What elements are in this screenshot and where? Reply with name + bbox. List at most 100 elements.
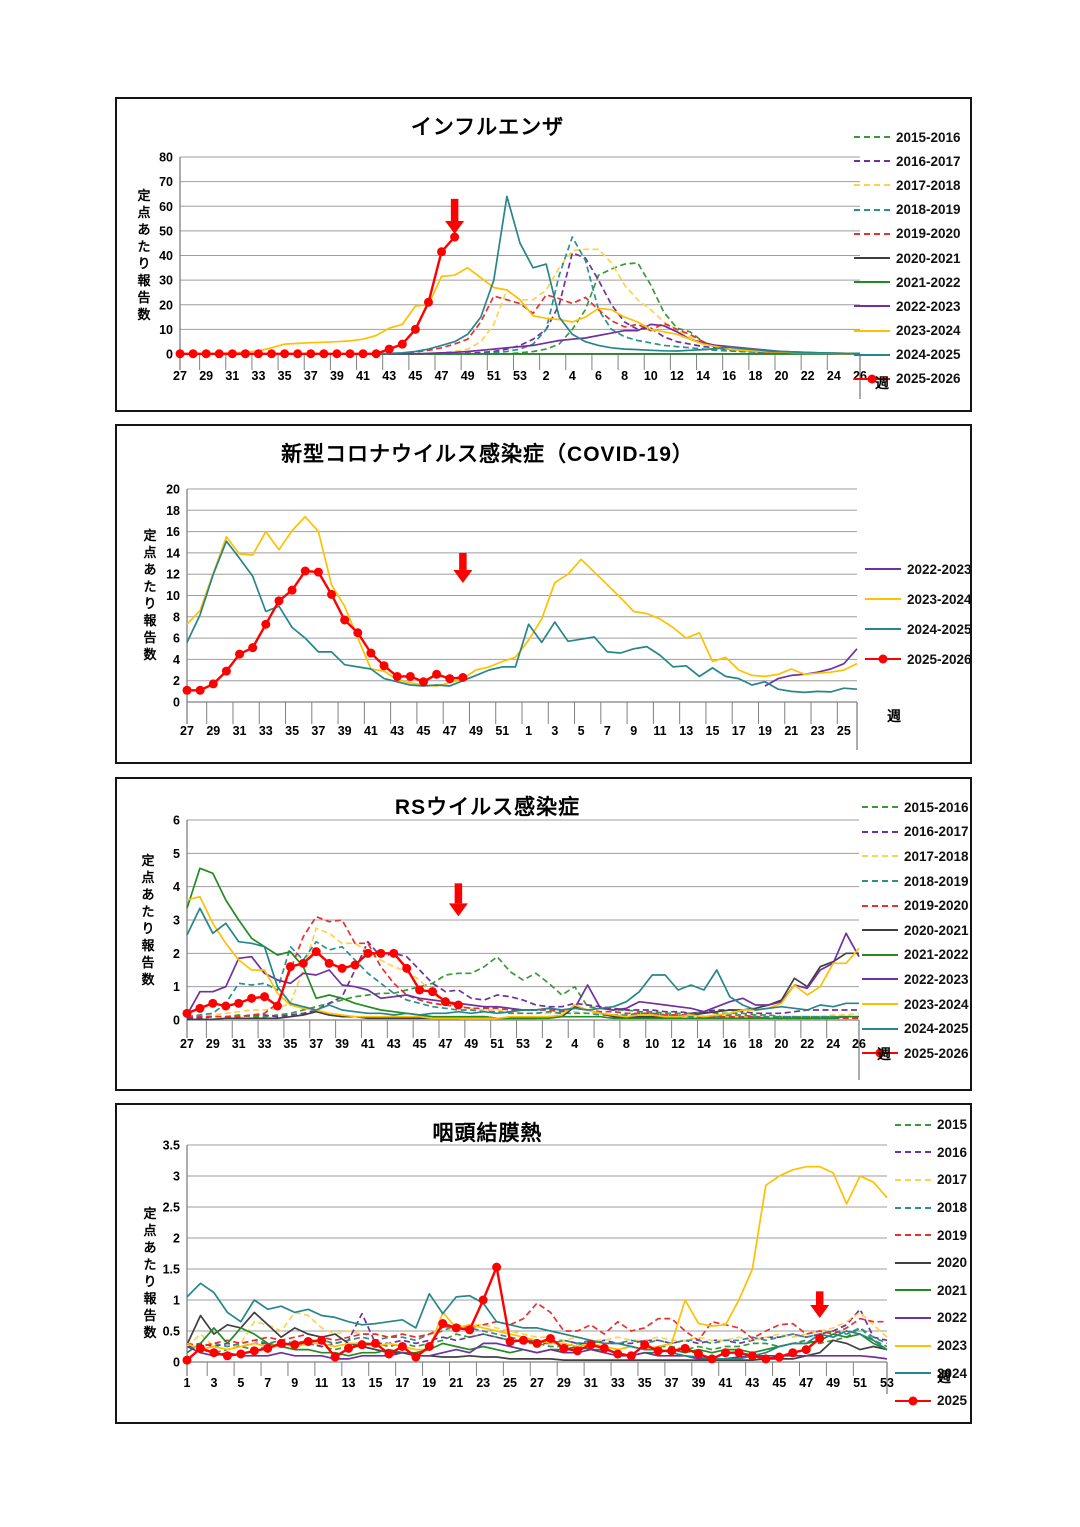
data-point	[450, 232, 460, 242]
legend-label: 2022-2023	[907, 561, 972, 577]
y-tick-label: 1	[173, 980, 180, 994]
legend-line-sample	[854, 257, 890, 260]
legend-item-2021: 2021	[895, 1277, 967, 1305]
x-tick-label: 41	[361, 1037, 375, 1051]
data-point	[261, 619, 271, 629]
data-point	[221, 666, 231, 676]
data-point	[424, 1342, 434, 1351]
x-tick-label: 20	[775, 1037, 789, 1051]
legend-item-2020: 2020	[895, 1249, 967, 1277]
x-tick-label: 47	[799, 1376, 813, 1390]
x-tick-label: 29	[557, 1376, 571, 1390]
legend-line-sample	[862, 830, 898, 833]
series-2024	[186, 1282, 888, 1360]
x-tick-label: 14	[696, 369, 710, 383]
data-point	[267, 349, 277, 359]
data-point	[545, 1333, 555, 1343]
x-tick-label: 4	[571, 1037, 578, 1051]
x-axis-label: 週	[937, 1369, 951, 1385]
x-tick-label: 12	[671, 1037, 685, 1051]
y-axis-label: 定点あたり報告数	[143, 1206, 157, 1340]
data-point	[815, 1333, 825, 1343]
legend-line-sample	[862, 806, 898, 809]
legend-item-2023-2024: 2023-2024	[854, 319, 961, 343]
legend-item-2017-2018: 2017-2018	[854, 173, 961, 197]
legend-item-2019-2020: 2019-2020	[854, 222, 961, 246]
x-tick-label: 14	[697, 1037, 711, 1051]
legend-item-2020-2021: 2020-2021	[854, 246, 961, 270]
x-tick-label: 43	[387, 1037, 401, 1051]
x-tick-label: 27	[173, 369, 187, 383]
legend-item-2016: 2016	[895, 1139, 967, 1167]
x-tick-label: 27	[180, 724, 194, 738]
data-point	[465, 1325, 475, 1335]
x-tick-label: 47	[443, 724, 457, 738]
data-point	[371, 349, 381, 359]
data-point	[680, 1343, 690, 1353]
legend-line-sample	[862, 1003, 898, 1006]
series-2023-2024	[186, 515, 858, 687]
chart-title-rs-virus: RSウイルス感染症	[394, 796, 581, 819]
legend-label: 2019-2020	[896, 226, 961, 242]
data-point	[234, 998, 244, 1008]
legend-line-sample	[865, 568, 901, 570]
data-point	[222, 1351, 232, 1361]
legend-item-2025-2026: 2025-2026	[854, 367, 961, 391]
legend-label: 2018-2019	[904, 873, 969, 889]
rs-virus-chart-panel: RSウイルス感染症 定点あたり報告数 0 1 2 3 4 5 6 27 29 31 33 35 37 39…	[115, 777, 972, 1091]
legend: 2022-2023 2023-2024 2024-2025 2025-2026	[865, 554, 972, 674]
legend-item-2022-2023: 2022-2023	[854, 294, 961, 318]
y-tick-label: 0	[173, 696, 180, 710]
data-point	[201, 349, 211, 359]
x-tick-label: 39	[692, 1376, 706, 1390]
series-2015-2016	[180, 262, 860, 355]
y-tick-label: 4	[173, 880, 180, 894]
legend-label: 2015	[937, 1117, 968, 1133]
data-point	[389, 948, 399, 958]
data-point	[640, 1340, 650, 1350]
legend-item-2019-2020: 2019-2020	[862, 893, 969, 918]
legend-line-sample	[895, 1123, 931, 1126]
x-tick-label: 13	[342, 1376, 356, 1390]
x-tick-label: 35	[283, 1037, 297, 1051]
x-tick-label: 37	[309, 1037, 323, 1051]
x-tick-label: 10	[645, 1037, 659, 1051]
x-tick-label: 1	[184, 1376, 191, 1390]
data-point	[376, 948, 386, 958]
x-tick-label: 23	[811, 724, 825, 738]
data-point	[358, 349, 368, 359]
legend-line-sample	[862, 880, 898, 883]
legend-label: 2016-2017	[896, 153, 961, 169]
data-point	[559, 1343, 569, 1353]
legend-line-sample	[854, 305, 890, 308]
chart-title-influenza: インフルエンザ	[410, 116, 565, 139]
x-tick-label: 47	[435, 369, 449, 383]
x-tick-label: 51	[487, 369, 501, 383]
data-point	[707, 1354, 717, 1364]
y-tick-label: 6	[173, 632, 180, 646]
annotation-arrow-head	[448, 903, 468, 917]
x-tick-label: 51	[495, 724, 509, 738]
legend-label: 2020	[937, 1255, 968, 1271]
data-point	[272, 1001, 282, 1011]
data-point	[392, 671, 402, 681]
data-point	[445, 674, 455, 684]
x-tick-label: 1	[525, 724, 532, 738]
y-tick-label: 2	[173, 674, 180, 688]
data-point	[209, 1348, 219, 1358]
data-point	[274, 596, 284, 606]
x-tick-label: 24	[826, 1037, 840, 1051]
data-point	[195, 1343, 205, 1353]
legend-item-2025: 2025	[895, 1387, 967, 1415]
y-tick-label: 3	[173, 1170, 180, 1184]
x-tick-label: 3	[551, 724, 558, 738]
x-tick-label: 29	[206, 724, 220, 738]
legend-line-sample	[895, 1234, 931, 1237]
legend-line-sample	[895, 1372, 931, 1375]
series-2017-2018	[187, 927, 860, 1018]
data-point	[182, 1355, 192, 1365]
x-tick-label: 9	[630, 724, 637, 738]
x-tick-label: 11	[653, 724, 666, 738]
